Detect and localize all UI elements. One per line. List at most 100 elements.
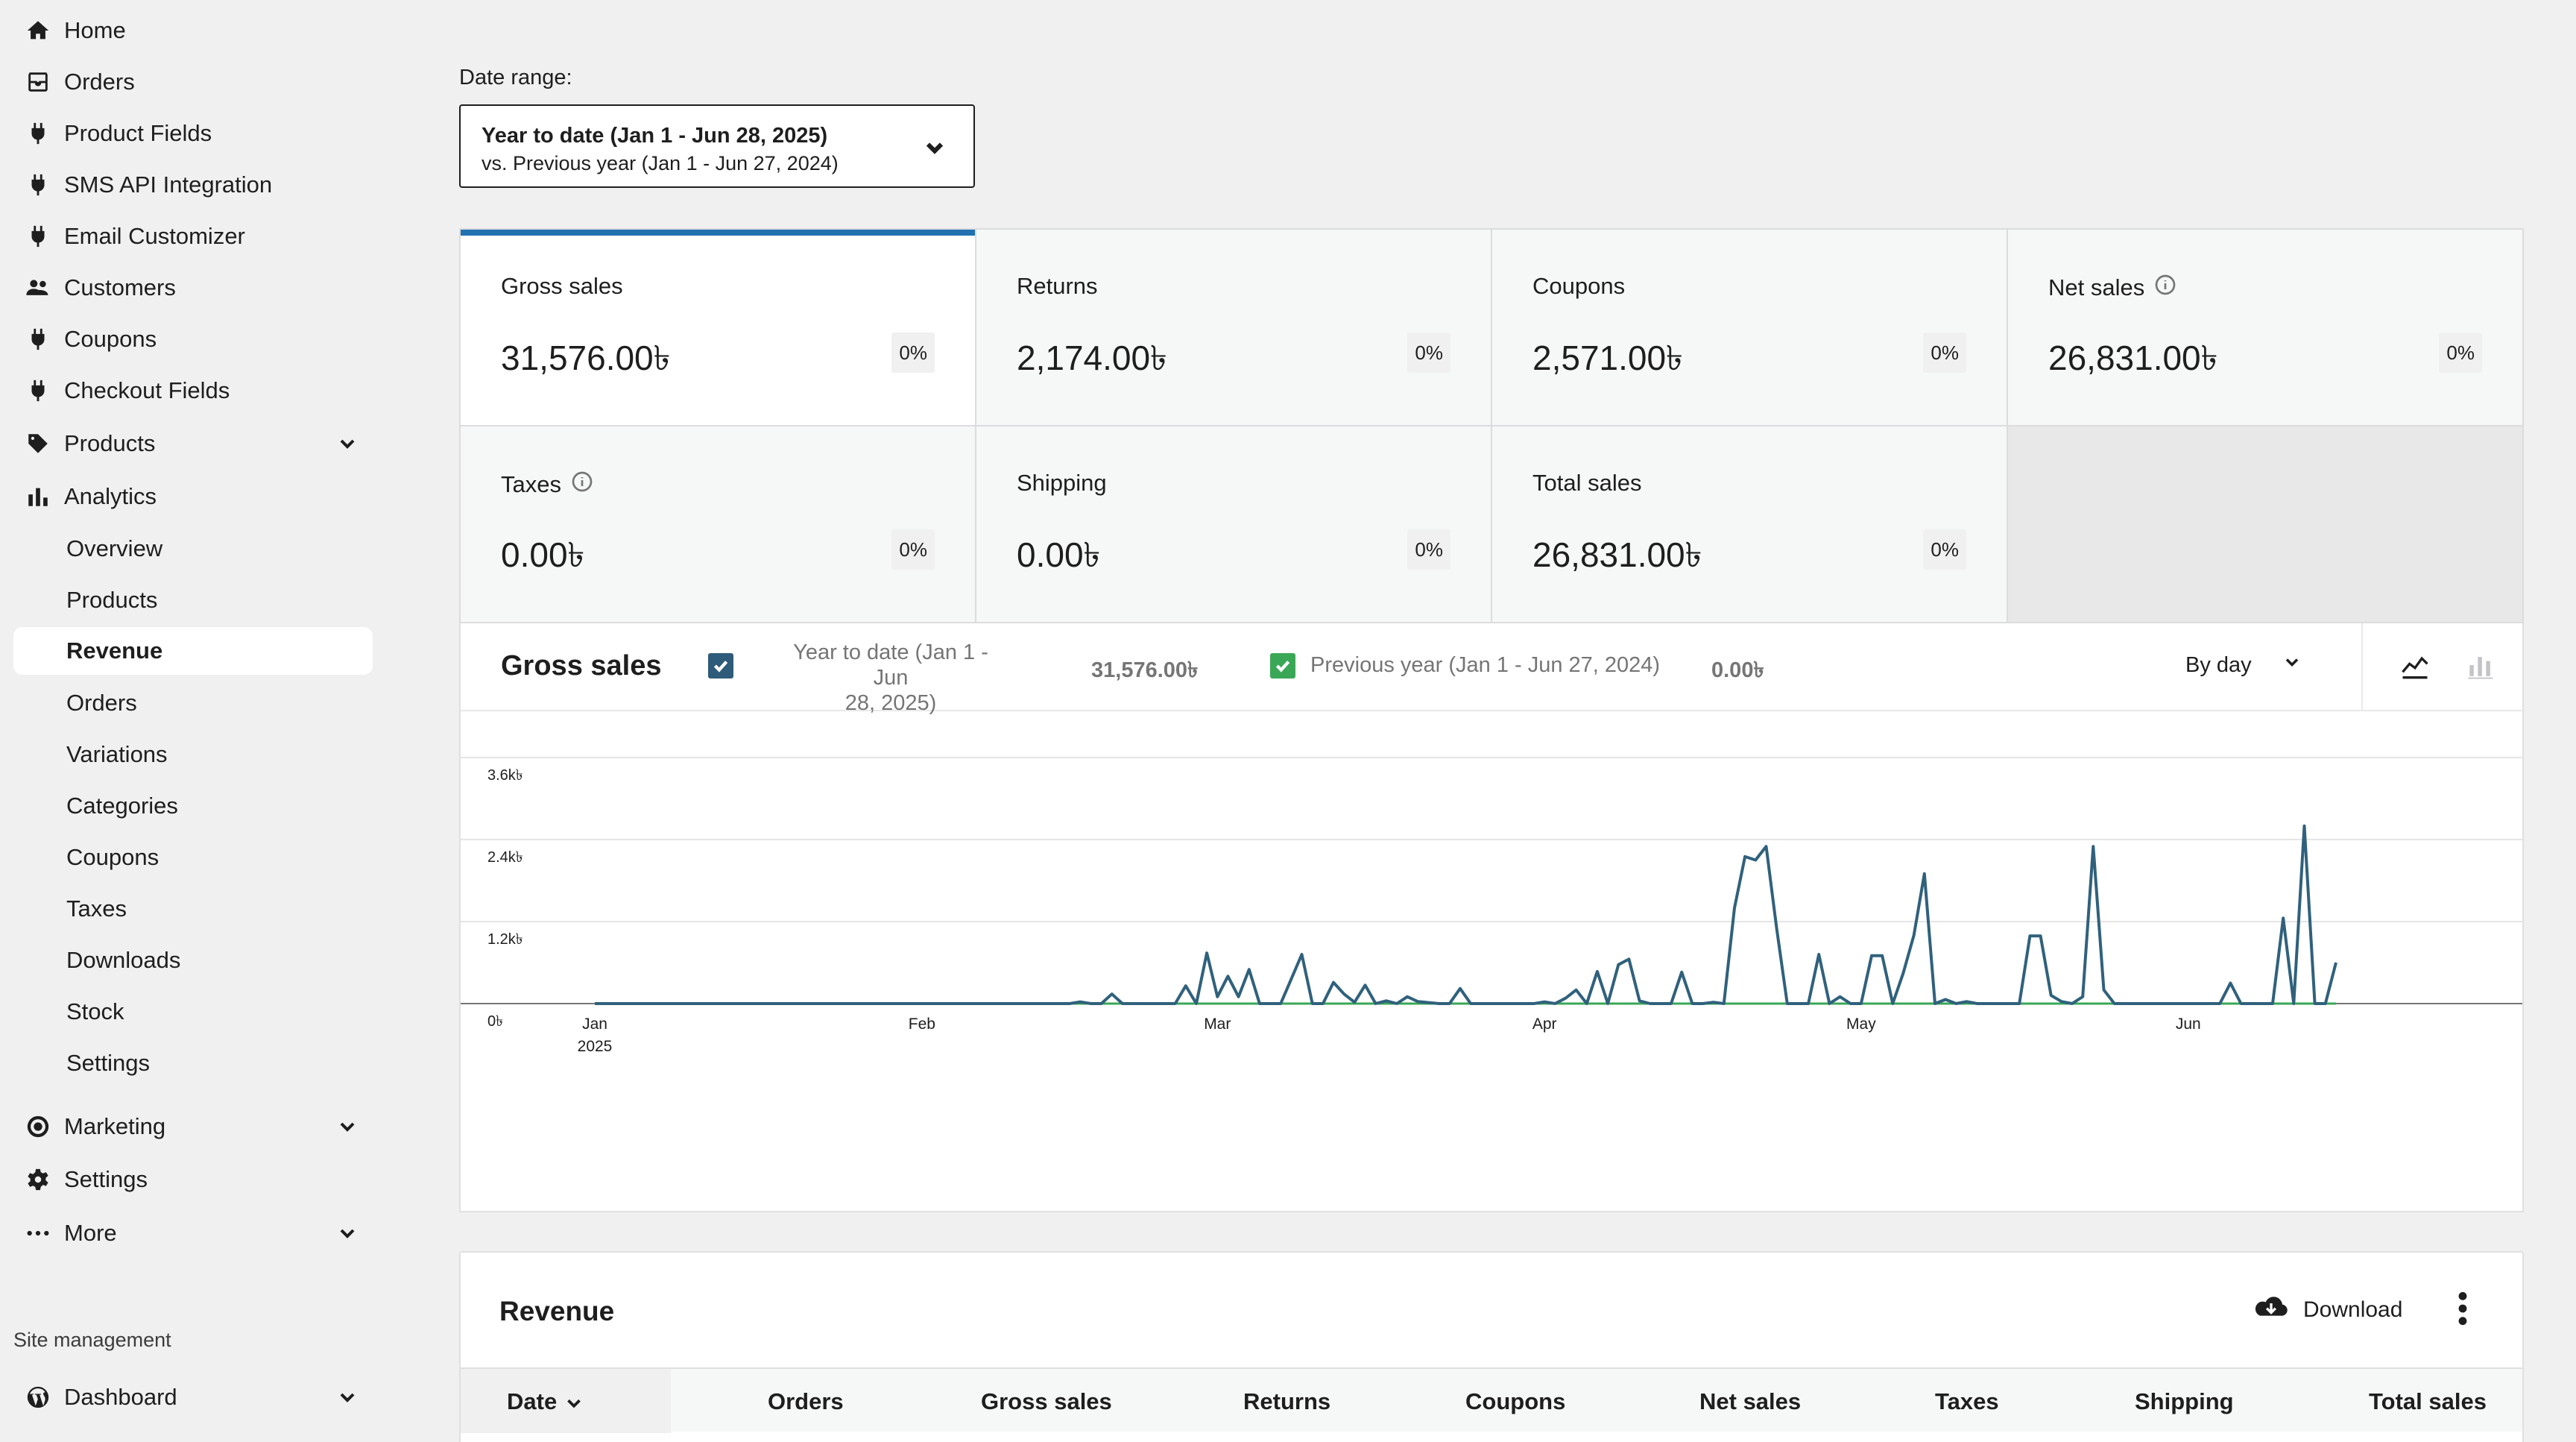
summary-tile-gross-sales[interactable]: Gross sales 31,576.00৳ 0% [461, 230, 975, 425]
sidebar-item-label: Checkout Fields [64, 377, 230, 403]
column-header-orders[interactable]: Orders [768, 1388, 844, 1414]
bar-chart-icon[interactable] [2461, 647, 2500, 686]
y-tick-label: 3.6k৳ [487, 767, 523, 784]
sidebar-item-settings[interactable]: Settings [13, 1156, 373, 1203]
chevron-down-icon[interactable] [335, 1385, 359, 1409]
summary-tile-returns[interactable]: Returns 2,174.00৳ 0% [976, 230, 1491, 425]
sidebar-sub-overview[interactable]: Overview [66, 535, 163, 561]
info-icon[interactable] [570, 470, 594, 500]
revenue-table-panel: Revenue Download Date Orders Gross sales… [459, 1251, 2524, 1442]
line-chart-icon[interactable] [2396, 647, 2434, 686]
plugin-icon [13, 172, 64, 198]
sidebar-sub-coupons[interactable]: Coupons [66, 844, 160, 870]
y-tick-label: 1.2k৳ [487, 931, 523, 948]
date-column-bg [461, 1369, 671, 1433]
sidebar-item-orders[interactable]: Orders [13, 58, 373, 106]
column-header-date[interactable]: Date [507, 1388, 585, 1415]
tile-value: 26,831.00৳ [1532, 535, 1702, 574]
inbox-icon [13, 69, 64, 95]
sidebar-item-checkout-fields[interactable]: Checkout Fields [13, 367, 373, 415]
chevron-down-icon [567, 1399, 581, 1408]
interval-select[interactable]: By day [2185, 652, 2302, 679]
column-header-net-sales[interactable]: Net sales [1699, 1388, 1802, 1414]
summary-tile-net-sales[interactable]: Net sales 26,831.00৳ 0% [2008, 230, 2522, 425]
sidebar-sub-taxes[interactable]: Taxes [66, 895, 127, 922]
tile-delta-badge: 0% [891, 333, 935, 373]
chart-panel: Gross sales Year to date (Jan 1 - Jun 28… [459, 623, 2524, 1212]
interval-label: By day [2185, 652, 2252, 677]
sidebar-item-products[interactable]: Products [13, 420, 373, 467]
sidebar-sub-variations[interactable]: Variations [66, 741, 168, 767]
plugin-icon [13, 327, 64, 352]
divider [2361, 623, 2363, 711]
sidebar-sub-orders[interactable]: Orders [66, 690, 137, 716]
sidebar-item-email-customizer[interactable]: Email Customizer [13, 212, 373, 260]
tile-delta-badge: 0% [1923, 333, 1966, 373]
chart-header: Gross sales Year to date (Jan 1 - Jun 28… [461, 623, 2522, 715]
date-range-select[interactable]: Year to date (Jan 1 - Jun 28, 2025) vs. … [459, 104, 975, 188]
legend-checkbox-previous[interactable] [1270, 653, 1295, 679]
more-options-icon[interactable] [2455, 1290, 2470, 1327]
summary-tile-total-sales[interactable]: Total sales 26,831.00৳ 0% [1492, 426, 2007, 622]
sidebar-item-coupons[interactable]: Coupons [13, 315, 373, 363]
x-tick-label: May [1846, 1016, 1876, 1033]
column-header-total-sales[interactable]: Total sales [2369, 1388, 2487, 1414]
date-range-label: Date range: [459, 66, 572, 89]
legend-checkbox-current[interactable] [708, 653, 733, 679]
sidebar-item-label: More [64, 1220, 117, 1246]
tile-value: 2,174.00৳ [1017, 339, 1167, 377]
chevron-down-icon[interactable] [335, 432, 359, 456]
legend-previous-value: 0.00৳ [1711, 658, 1764, 682]
sidebar-item-product-fields[interactable]: Product Fields [13, 110, 373, 157]
y-tick-label: 2.4k৳ [487, 849, 523, 866]
x-tick-label: Feb [909, 1016, 935, 1033]
sidebar-sub-settings[interactable]: Settings [66, 1050, 151, 1076]
sidebar-item-dashboard[interactable]: Dashboard [13, 1373, 373, 1421]
chevron-down-icon[interactable] [335, 1115, 359, 1139]
chevron-down-icon[interactable] [335, 1221, 359, 1245]
sidebar-item-more[interactable]: More [13, 1209, 373, 1257]
column-header-returns[interactable]: Returns [1243, 1388, 1331, 1414]
sidebar-sub-categories[interactable]: Categories [66, 793, 178, 819]
sidebar-item-label: Orders [64, 69, 135, 95]
column-header-shipping[interactable]: Shipping [2135, 1388, 2234, 1414]
legend-current-label: Year to date (Jan 1 - Jun 28, 2025) [793, 640, 988, 715]
sidebar-sub-stock[interactable]: Stock [66, 998, 124, 1024]
y-tick-label: 0৳ [487, 1013, 503, 1030]
sidebar-item-label: Marketing [64, 1113, 166, 1139]
tile-label: Net sales [2048, 273, 2177, 303]
admin-sidebar: Home Orders Product Fields SMS API Integ… [0, 0, 391, 1442]
info-icon[interactable] [2153, 273, 2177, 303]
sidebar-sub-revenue[interactable]: Revenue [13, 627, 373, 675]
bar-chart-icon [13, 484, 64, 509]
site-management-heading: Site management [13, 1329, 171, 1351]
summary-tile-shipping[interactable]: Shipping 0.00৳ 0% [976, 426, 1491, 622]
sidebar-item-home[interactable]: Home [13, 7, 373, 54]
x-tick-sublabel: 2025 [578, 1038, 613, 1055]
date-range-compare: vs. Previous year (Jan 1 - Jun 27, 2024) [482, 152, 839, 174]
download-button[interactable]: Download [2253, 1291, 2402, 1329]
column-header-taxes[interactable]: Taxes [1935, 1388, 1999, 1414]
legend-previous-label: Previous year (Jan 1 - Jun 27, 2024) [1310, 653, 1661, 677]
tile-delta-badge: 0% [891, 529, 935, 570]
sidebar-item-label: Email Customizer [64, 223, 245, 249]
sidebar-item-marketing[interactable]: Marketing [13, 1103, 373, 1150]
x-tick-label: Jan [582, 1016, 607, 1033]
tile-label: Returns [1017, 273, 1098, 299]
sidebar-item-customers[interactable]: Customers [13, 264, 373, 312]
sidebar-sub-downloads[interactable]: Downloads [66, 947, 181, 973]
tag-icon [13, 431, 64, 456]
column-header-gross-sales[interactable]: Gross sales [981, 1388, 1112, 1414]
ellipsis-icon [13, 1221, 64, 1246]
sidebar-item-analytics[interactable]: Analytics [13, 473, 373, 520]
tile-value: 26,831.00৳ [2048, 339, 2218, 377]
column-header-coupons[interactable]: Coupons [1465, 1388, 1566, 1414]
gear-icon [13, 1167, 64, 1192]
x-tick-label: Mar [1204, 1016, 1231, 1033]
summary-tile-taxes[interactable]: Taxes 0.00৳ 0% [461, 426, 975, 622]
people-icon [13, 275, 64, 300]
sidebar-item-sms-api[interactable]: SMS API Integration [13, 161, 373, 209]
summary-tile-coupons[interactable]: Coupons 2,571.00৳ 0% [1492, 230, 2007, 425]
legend-current-value: 31,576.00৳ [1091, 658, 1199, 682]
sidebar-sub-products[interactable]: Products [66, 587, 158, 613]
